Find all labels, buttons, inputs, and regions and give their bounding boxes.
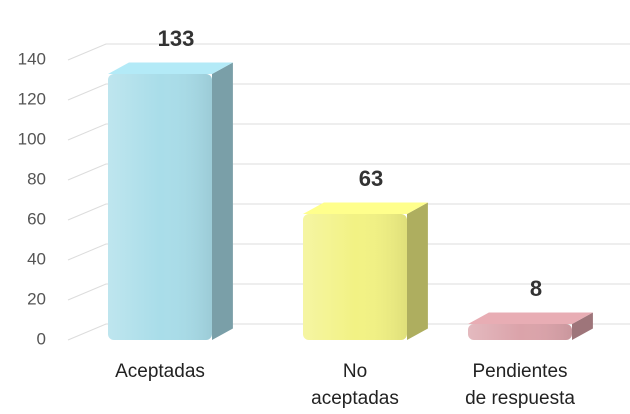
y-tick-label: 100 [18,129,46,148]
bar [303,202,428,340]
y-tick-label: 120 [18,89,46,108]
data-label: 63 [359,166,383,191]
y-tick-label: 80 [27,169,46,188]
grid-line [67,283,630,301]
grid-line [67,243,630,261]
y-tick-label: 0 [37,329,46,348]
bar-front-shade [108,74,212,340]
data-label: 8 [530,276,542,301]
bar-side [407,202,428,340]
y-tick-label: 20 [27,289,46,308]
data-label: 133 [158,26,195,51]
x-tick-label: Aceptadas [115,361,205,382]
y-tick-label: 140 [18,49,46,68]
grid-line [67,203,630,221]
bar [468,312,593,340]
y-tick-label: 40 [27,249,46,268]
grid-line [67,83,630,101]
grid-line [67,163,630,181]
grid-line [67,323,630,341]
x-tick-label: No aceptadas [311,361,399,409]
bar-side [572,312,593,340]
bar-top [468,312,593,324]
grid-line [67,43,630,61]
bar [108,62,233,341]
bar-top [108,62,233,74]
bar-side [212,62,233,341]
bar-front-shade [303,214,407,340]
grid-line [67,123,630,141]
y-tick-label: 60 [27,209,46,228]
bar-top [303,202,428,214]
x-tick-label: Pendientes de respuesta [465,361,575,409]
bar-front-shade [468,324,572,340]
